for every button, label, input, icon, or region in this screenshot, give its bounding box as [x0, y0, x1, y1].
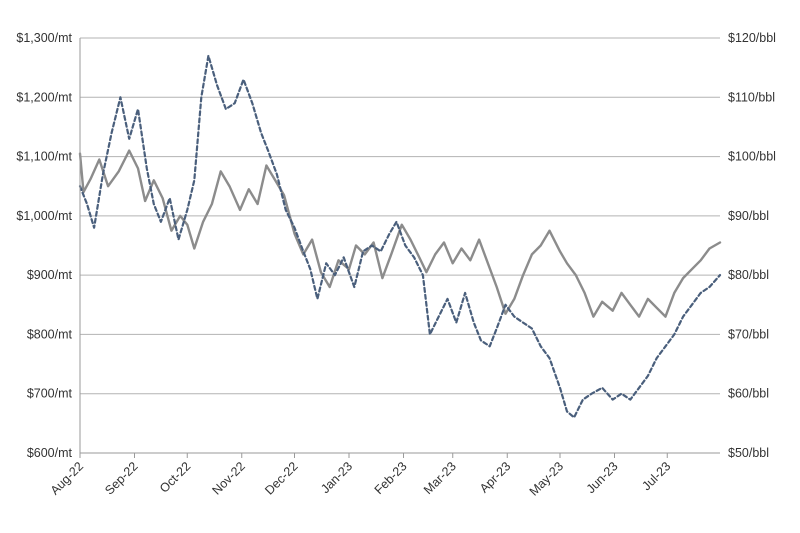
x-tick-label: Aug-22 [48, 459, 86, 497]
right-y-tick-label: $80/bbl [728, 268, 769, 282]
right-y-tick-label: $120/bbl [728, 31, 776, 45]
left-y-tick-label: $1,200/mt [16, 90, 72, 104]
right-y-axis-ticks: $50/bbl $60/bbl $70/bbl $80/bbl $90/bbl $100/… [728, 31, 776, 460]
right-y-tick-label: $70/bbl [728, 327, 769, 341]
right-y-tick-label: $50/bbl [728, 446, 769, 460]
x-tick-label: Mar-23 [421, 459, 459, 497]
x-tick-label: Apr-23 [477, 459, 513, 495]
gridlines [80, 37, 720, 395]
left-y-tick-label: $700/mt [27, 387, 73, 401]
right-y-tick-label: $110/bbl [728, 90, 775, 104]
x-axis-ticks: Aug-22 Sep-22 Oct-22 Nov-22 Dec-22 Jan-23 Feb-… [48, 453, 673, 499]
x-tick-label: Nov-22 [209, 459, 247, 497]
x-tick-label: Sep-22 [102, 459, 140, 497]
left-y-tick-label: $800/mt [27, 327, 73, 341]
left-y-tick-label: $1,300/mt [16, 31, 72, 45]
left-y-tick-label: $1,100/mt [16, 150, 72, 164]
x-tick-label: Dec-22 [262, 459, 300, 497]
left-y-tick-label: $1,000/mt [16, 209, 72, 223]
left-y-axis-ticks: $600/mt $700/mt $800/mt $900/mt $1,000/mt $1,… [16, 31, 72, 460]
left-y-tick-label: $900/mt [27, 268, 73, 282]
x-tick-label: May-23 [527, 459, 566, 498]
right-y-tick-label: $60/bbl [728, 387, 769, 401]
series-layer [78, 54, 722, 419]
right-y-tick-label: $90/bbl [728, 209, 769, 223]
x-tick-label: Oct-22 [157, 459, 193, 495]
x-tick-label: Feb-23 [372, 459, 410, 497]
axes [79, 38, 720, 454]
left-y-tick-label: $600/mt [27, 446, 73, 460]
x-tick-label: Jul-23 [639, 459, 673, 493]
series-line-solid [78, 149, 722, 318]
x-tick-label: Jan-23 [318, 459, 355, 496]
right-y-tick-label: $100/bbl [728, 150, 776, 164]
series-line-dashed [78, 54, 722, 419]
x-tick-label: Jun-23 [584, 459, 621, 496]
